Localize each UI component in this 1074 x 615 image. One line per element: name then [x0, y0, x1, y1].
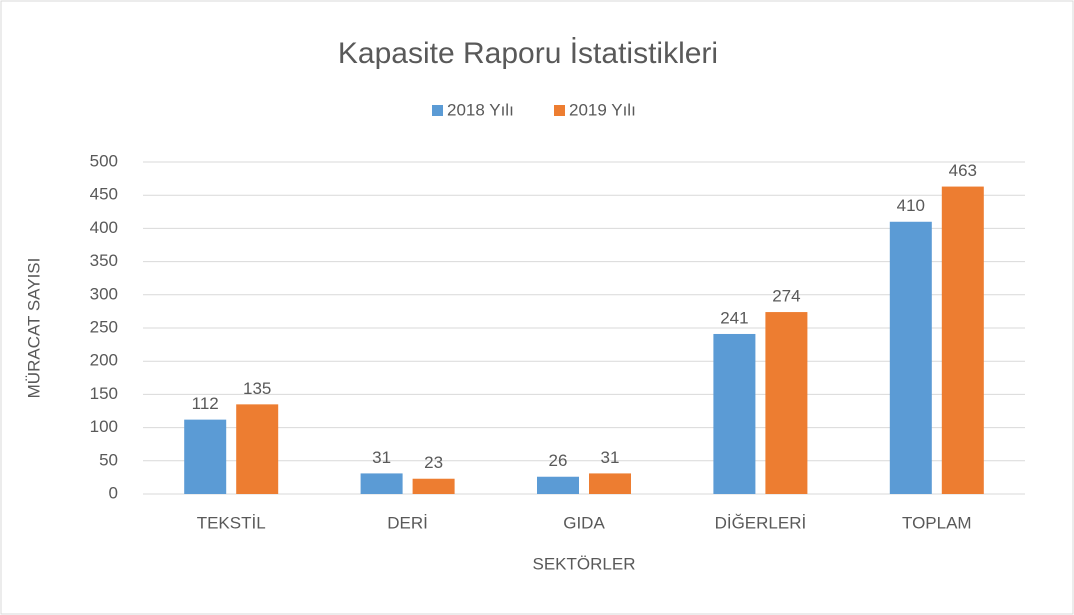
data-label: 31: [372, 448, 391, 467]
x-tick-label: GIDA: [563, 513, 605, 532]
y-tick-label: 350: [90, 251, 118, 270]
bar: [589, 473, 631, 494]
data-label: 112: [192, 394, 219, 413]
bar: [537, 476, 579, 494]
data-label: 274: [772, 287, 800, 306]
x-tick-label: DERİ: [387, 513, 428, 532]
x-tick-label: TOPLAM: [902, 513, 972, 532]
y-tick-label: 50: [99, 450, 118, 469]
bar: [765, 312, 808, 494]
data-label: 410: [897, 196, 925, 215]
data-label: 135: [243, 379, 271, 398]
y-tick-label: 100: [90, 417, 118, 436]
y-tick-label: 300: [90, 284, 118, 303]
bar: [184, 419, 227, 494]
x-tick-label: DİĞERLERİ: [715, 513, 807, 532]
bar: [360, 473, 403, 494]
y-tick-label: 250: [90, 317, 118, 336]
bar: [941, 186, 984, 494]
data-label: 31: [601, 448, 620, 467]
legend-label: 2019 Yılı: [569, 100, 636, 119]
y-tick-label: 500: [90, 151, 118, 170]
bar: [236, 404, 279, 494]
data-label: 463: [949, 161, 977, 180]
legend-swatch: [554, 105, 565, 116]
bar: [889, 221, 932, 494]
data-label: 241: [720, 308, 748, 327]
y-axis-label: MÜRACAT SAYISI: [24, 258, 43, 399]
chart-title: Kapasite Raporu İstatistikleri: [338, 37, 718, 70]
x-tick-label: TEKSTİL: [197, 513, 266, 532]
data-label: 23: [424, 453, 443, 472]
y-tick-label: 200: [90, 351, 118, 370]
y-tick-label: 150: [90, 384, 118, 403]
y-tick-label: 400: [90, 218, 118, 237]
x-axis-label: SEKTÖRLER: [533, 554, 636, 573]
legend-label: 2018 Yılı: [447, 100, 514, 119]
legend-swatch: [432, 105, 443, 116]
y-tick-label: 450: [90, 185, 118, 204]
data-label: 26: [549, 451, 568, 470]
bar: [412, 478, 455, 494]
bar: [713, 333, 756, 494]
y-tick-label: 0: [109, 483, 118, 502]
